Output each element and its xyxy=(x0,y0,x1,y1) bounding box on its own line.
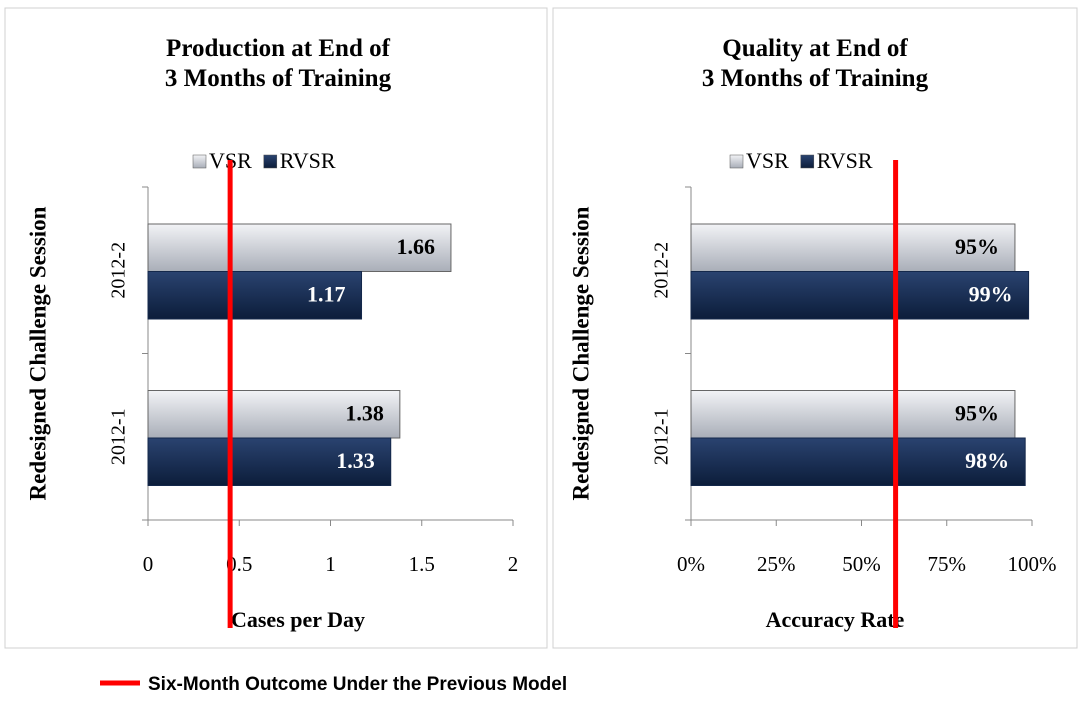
data-label: 99% xyxy=(969,282,1013,307)
panel xyxy=(552,7,1078,649)
y-axis-label: Redesigned Challenge Session xyxy=(25,206,50,500)
x-tick-label: 0% xyxy=(677,552,705,576)
bar xyxy=(690,437,1026,486)
data-label: 1.17 xyxy=(307,282,346,307)
x-tick-label: 1.5 xyxy=(409,552,435,576)
bar xyxy=(147,271,363,320)
bar xyxy=(690,223,1016,272)
chart-title-line: 3 Months of Training xyxy=(702,65,929,92)
data-label: 1.38 xyxy=(345,401,384,426)
chart-title-line: Production at End of xyxy=(166,35,391,62)
data-label: 1.66 xyxy=(396,234,435,259)
legend-swatch xyxy=(800,154,815,169)
y-axis-label: Redesigned Challenge Session xyxy=(568,206,593,500)
data-label: 95% xyxy=(955,234,999,259)
legend-label: VSR xyxy=(746,148,789,173)
x-tick-label: 50% xyxy=(842,552,881,576)
y-tick-label: 2012-1 xyxy=(108,408,130,465)
chart-title-line: 3 Months of Training xyxy=(165,65,392,92)
bar xyxy=(147,390,401,439)
chart-title: Quality at End of 3 Months of Training xyxy=(702,35,929,92)
bar xyxy=(147,437,392,486)
bar xyxy=(690,271,1030,320)
legend-swatch xyxy=(729,154,744,169)
x-axis-label: Accuracy Rate xyxy=(766,607,905,632)
chart-title: Production at End of 3 Months of Training xyxy=(165,35,392,92)
x-tick-label: 0 xyxy=(143,552,154,576)
x-tick-label: 100% xyxy=(1008,552,1057,576)
legend-swatch xyxy=(192,154,207,169)
y-tick-label: 2012-2 xyxy=(108,242,130,299)
x-tick-label: 25% xyxy=(757,552,796,576)
y-tick-label: 2012-1 xyxy=(651,408,673,465)
legend-label: RVSR xyxy=(280,148,336,173)
panel xyxy=(4,7,548,649)
x-tick-label: 75% xyxy=(928,552,967,576)
x-tick-label: 1 xyxy=(325,552,336,576)
legend-swatch xyxy=(263,154,278,169)
x-tick-label: 2 xyxy=(508,552,519,576)
y-tick-label: 2012-2 xyxy=(651,242,673,299)
chart-title-line: Quality at End of xyxy=(722,35,908,62)
data-label: 95% xyxy=(955,401,999,426)
data-label: 1.33 xyxy=(336,448,375,473)
legend-label: RVSR xyxy=(817,148,873,173)
footer-legend-text: Six-Month Outcome Under the Previous Mod… xyxy=(148,674,567,695)
bar xyxy=(147,223,452,272)
bar xyxy=(690,390,1016,439)
data-label: 98% xyxy=(965,448,1009,473)
x-axis-label: Cases per Day xyxy=(231,607,365,632)
